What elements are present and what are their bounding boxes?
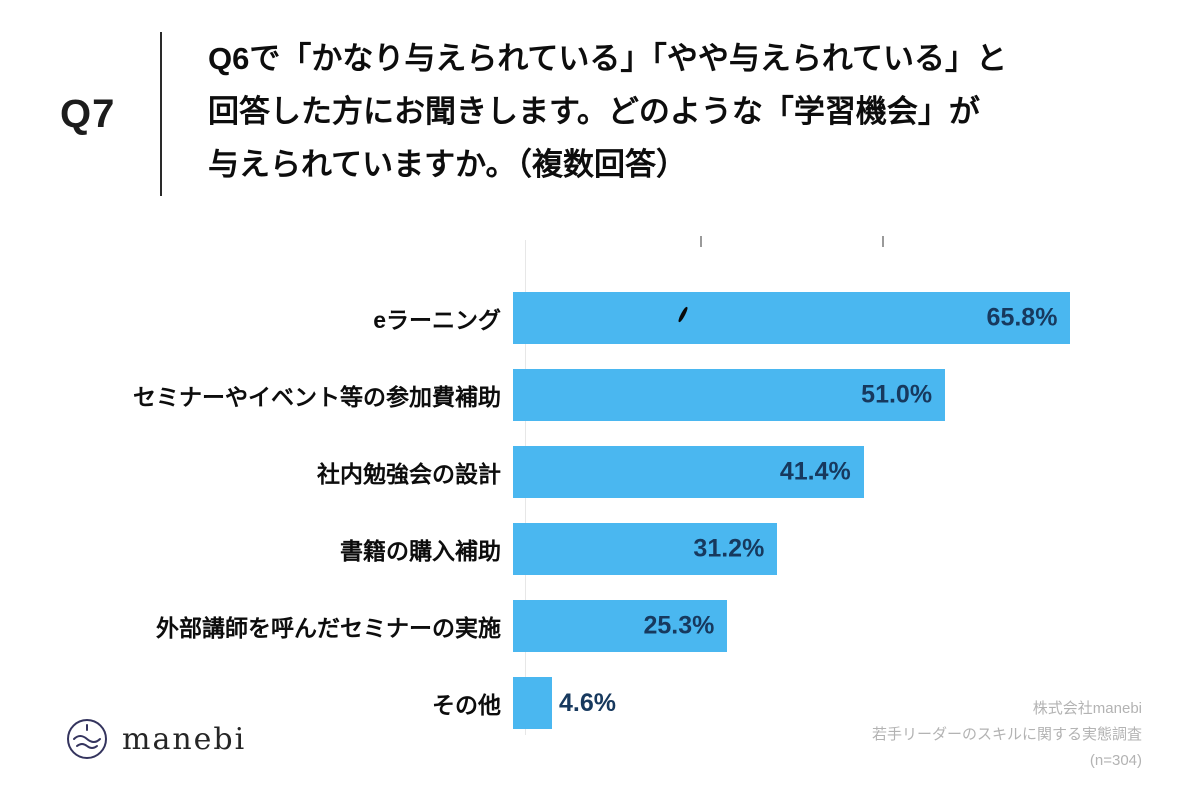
- bar-track: 31.2%: [513, 523, 1145, 575]
- category-label: eラーニング: [373, 307, 501, 333]
- chart-row: 社内勉強会の設計 41.4%: [60, 446, 1145, 498]
- question-text: Q6で「かなり与えられている」「やや与えられている」と 回答した方にお聞きします…: [208, 32, 1007, 196]
- value-label: 25.3%: [643, 611, 715, 640]
- question-header: Q7 Q6で「かなり与えられている」「やや与えられている」と 回答した方にお聞き…: [60, 32, 1007, 196]
- source-line-survey: 若手リーダーのスキルに関する実態調査: [871, 726, 1142, 743]
- bar: [513, 677, 552, 729]
- category-label: セミナーやイベント等の参加費補助: [133, 384, 501, 410]
- value-label: 41.4%: [779, 457, 851, 486]
- plot-area: eラーニング 65.8% セミナーやイベント等の参加費補助 51.0% 社内勉強会の設計…: [60, 236, 1145, 735]
- bar-track: 4.6%: [513, 677, 1145, 729]
- category-label: その他: [432, 692, 501, 718]
- bar-track: 65.8%: [513, 292, 1145, 344]
- chart-row: eラーニング 65.8%: [60, 292, 1145, 344]
- bar: 31.2%: [513, 523, 778, 575]
- category-label: 社内勉強会の設計: [317, 461, 501, 487]
- manebi-logo-icon: [67, 719, 107, 759]
- bar-track: 25.3%: [513, 600, 1145, 652]
- chart-row: セミナーやイベント等の参加費補助 51.0%: [60, 369, 1145, 421]
- chart-row: その他 4.6%: [60, 677, 1145, 729]
- axis-tick-mark: [882, 236, 884, 247]
- category-label: 書籍の購入補助: [340, 538, 501, 564]
- value-label: 65.8%: [986, 303, 1058, 332]
- bar: 51.0%: [513, 369, 946, 421]
- question-number: Q7: [60, 91, 116, 136]
- question-text-line: Q6で「かなり与えられている」「やや与えられている」と: [208, 41, 1007, 76]
- value-label: 31.2%: [693, 534, 765, 563]
- bar-chart: eラーニング 65.8% セミナーやイベント等の参加費補助 51.0% 社内勉強会の設計…: [60, 236, 1145, 735]
- value-label: 51.0%: [861, 380, 933, 409]
- bar: 41.4%: [513, 446, 864, 498]
- axis-tick-mark: [700, 236, 702, 247]
- brand-logo: manebi: [66, 718, 246, 760]
- bar: 25.3%: [513, 600, 728, 652]
- bar-track: 51.0%: [513, 369, 1145, 421]
- chart-row: 書籍の購入補助 31.2%: [60, 523, 1145, 575]
- header-divider: [160, 32, 162, 196]
- question-text-line: 与えられていますか。（複数回答）: [208, 147, 687, 182]
- value-label: 4.6%: [558, 688, 616, 717]
- question-text-line: 回答した方にお聞きします。どのような「学習機会」が: [208, 94, 980, 129]
- brand-name: manebi: [122, 721, 247, 757]
- source-line-company: 株式会社manebi: [1032, 700, 1142, 717]
- source-line-sample: (n=304): [1089, 752, 1142, 769]
- bar-track: 41.4%: [513, 446, 1145, 498]
- chart-row: 外部講師を呼んだセミナーの実施 25.3%: [60, 600, 1145, 652]
- category-label: 外部講師を呼んだセミナーの実施: [156, 615, 501, 641]
- source-note: 株式会社manebi 若手リーダーのスキルに関する実態調査 (n=304): [872, 696, 1142, 774]
- bar: 65.8%: [513, 292, 1071, 344]
